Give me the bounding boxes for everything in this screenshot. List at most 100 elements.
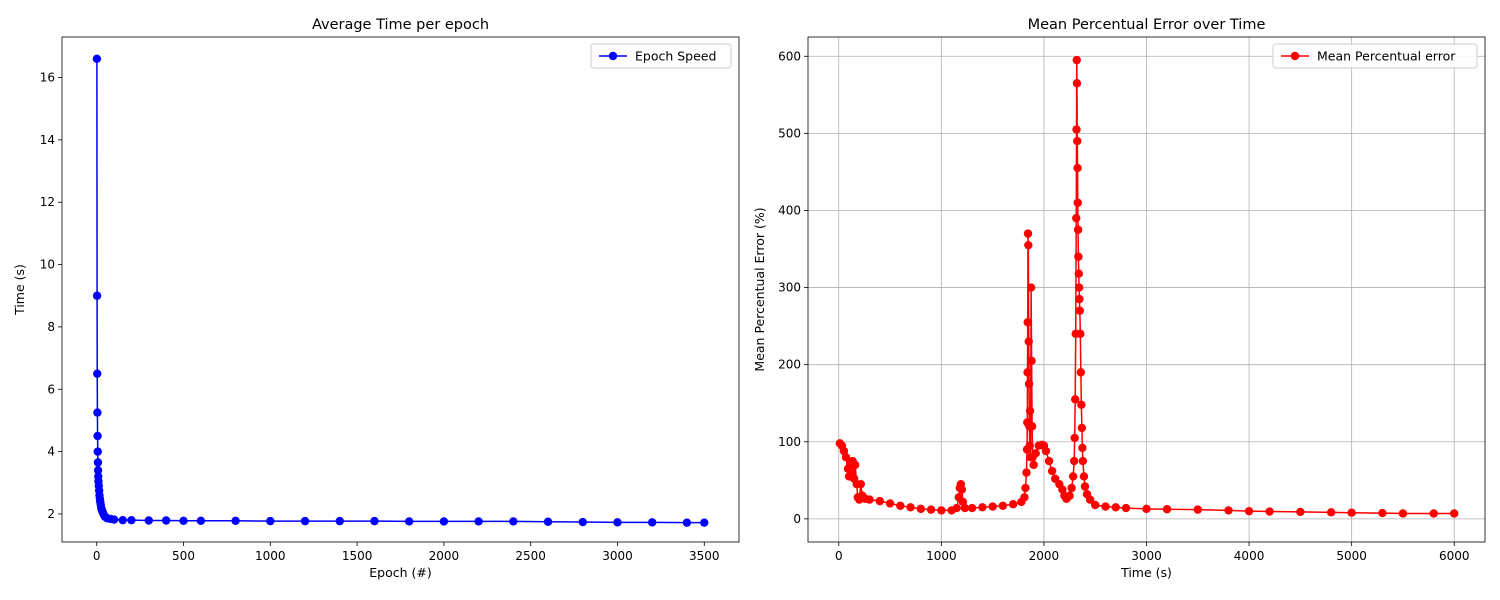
x-tick-label: 3000 [602,549,633,563]
data-point [474,517,483,526]
data-point [682,518,692,527]
series-1 [92,54,709,527]
x-tick-label: 3000 [1131,549,1162,563]
data-point [144,516,153,525]
data-point [543,517,553,526]
data-point [300,516,310,526]
data-point [841,452,851,462]
data-point [1070,433,1079,443]
data-point [1072,55,1081,65]
data-point [952,503,961,513]
x-tick-label: 0 [93,549,101,563]
y-tick-label: 12 [40,195,55,209]
data-point [1121,503,1131,513]
data-point [1023,318,1032,327]
data-point [509,517,518,526]
data-point [1072,213,1081,223]
data-point [885,499,895,508]
chart-panel-2: 0 1000 2000 3000 4000 5000 6000 0 100 200 300 400 50… [752,17,1486,580]
y-tick-label: 10 [40,258,55,272]
x-axis-label: Time (s) [1120,565,1172,580]
legend-label: Mean Percentual error [1317,49,1456,64]
data-point [957,485,967,494]
data-point [1075,306,1085,315]
data-point [1078,443,1087,453]
data-point [1072,125,1081,134]
y-axis-label: Time (s) [12,264,27,316]
x-tick-label: 2500 [515,549,546,563]
x-tick-label: 2000 [1029,549,1060,563]
data-point [93,466,103,475]
data-point [648,518,657,527]
series-line [96,58,705,524]
data-point [1008,500,1018,509]
data-point [1024,379,1034,389]
data-point [1041,446,1051,456]
data-point [700,518,709,527]
data-point [1020,493,1029,502]
y-tick-label: 16 [40,71,55,85]
data-point [1072,79,1082,88]
data-point [1429,509,1438,518]
data-point [906,503,915,512]
y-tick-label: 600 [778,49,801,63]
data-point [1162,505,1172,514]
data-point [1142,504,1151,514]
data-point [1085,495,1095,504]
data-point [1450,509,1459,518]
x-tick-label: 5000 [1336,549,1367,563]
data-point [93,447,102,456]
data-point [1044,456,1054,466]
data-point [937,506,946,515]
data-point [231,516,240,526]
data-point [93,458,103,467]
data-point [1047,466,1057,476]
chart-panel-1: 0 500 1000 1500 2000 2500 3000 3500 2 4 6 8 10 12 14 16… [12,17,740,580]
data-point [875,496,885,506]
data-point [1079,472,1089,481]
chart-title: Mean Percentual Error over Time [1028,17,1266,33]
data-point [967,503,977,513]
data-point [92,291,102,300]
data-point [335,516,344,526]
data-point [1069,456,1079,466]
data-point [1265,507,1274,516]
y-tick-label: 400 [778,203,801,217]
data-point [856,479,866,489]
data-point [1091,500,1100,510]
data-point [1076,368,1086,377]
data-point [1074,283,1084,292]
data-point [1347,508,1356,517]
y-tick-label: 300 [778,281,801,295]
data-point [1074,252,1083,261]
data-point [1067,483,1076,493]
data-point [1023,368,1032,377]
x-tick-label: 6000 [1439,549,1470,563]
data-point [92,54,102,64]
data-point [1021,483,1030,493]
data-point [1071,395,1080,404]
data-point [1029,460,1038,470]
y-tick-label: 200 [778,358,801,372]
series-line [839,59,1455,515]
data-point [1027,422,1037,431]
data-point [926,505,936,514]
x-tick-label: 0 [835,549,843,563]
series-1 [835,55,1459,518]
data-point [1101,502,1110,511]
legend-marker [608,51,618,61]
y-tick-label: 100 [778,435,801,449]
data-point [1024,337,1033,346]
data-point [1111,503,1120,512]
data-point [960,503,970,513]
data-point [578,517,587,527]
data-point [1073,225,1083,234]
data-point [196,516,206,526]
data-point [1076,329,1085,339]
data-point [1024,240,1033,250]
data-point [127,515,136,525]
data-point [1065,491,1074,500]
legend-box [1272,43,1478,69]
data-point [1022,468,1031,477]
